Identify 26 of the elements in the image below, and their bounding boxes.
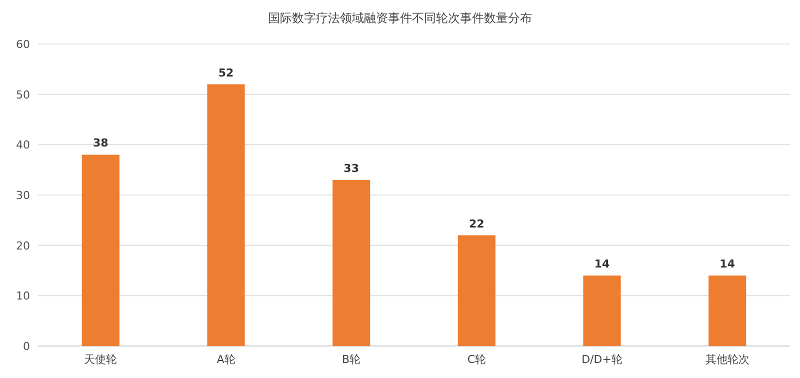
bar bbox=[332, 180, 370, 346]
x-tick-label: A轮 bbox=[216, 353, 236, 366]
x-tick-label: 其他轮次 bbox=[705, 353, 750, 366]
data-label: 52 bbox=[218, 66, 234, 80]
chart-title: 国际数字疗法领域融资事件不同轮次事件数量分布 bbox=[268, 11, 532, 25]
x-tick-label: B轮 bbox=[342, 353, 361, 366]
data-label: 14 bbox=[720, 258, 736, 271]
bar bbox=[708, 276, 746, 346]
y-tick-label: 60 bbox=[16, 38, 30, 51]
bar bbox=[583, 276, 621, 346]
x-tick-label: 天使轮 bbox=[84, 353, 118, 366]
bar bbox=[82, 154, 120, 346]
bar bbox=[458, 235, 496, 346]
bar bbox=[207, 84, 245, 346]
y-tick-label: 30 bbox=[16, 189, 30, 202]
y-tick-label: 0 bbox=[23, 340, 30, 353]
x-tick-label: D/D+轮 bbox=[582, 353, 622, 366]
y-tick-label: 10 bbox=[16, 290, 30, 303]
y-tick-label: 20 bbox=[16, 239, 30, 252]
data-label: 33 bbox=[344, 162, 359, 175]
y-tick-label: 50 bbox=[16, 88, 30, 102]
data-label: 38 bbox=[93, 136, 108, 150]
data-label: 14 bbox=[594, 258, 610, 271]
data-label: 22 bbox=[469, 217, 484, 230]
x-tick-label: C轮 bbox=[467, 353, 486, 366]
y-tick-label: 40 bbox=[16, 138, 30, 152]
